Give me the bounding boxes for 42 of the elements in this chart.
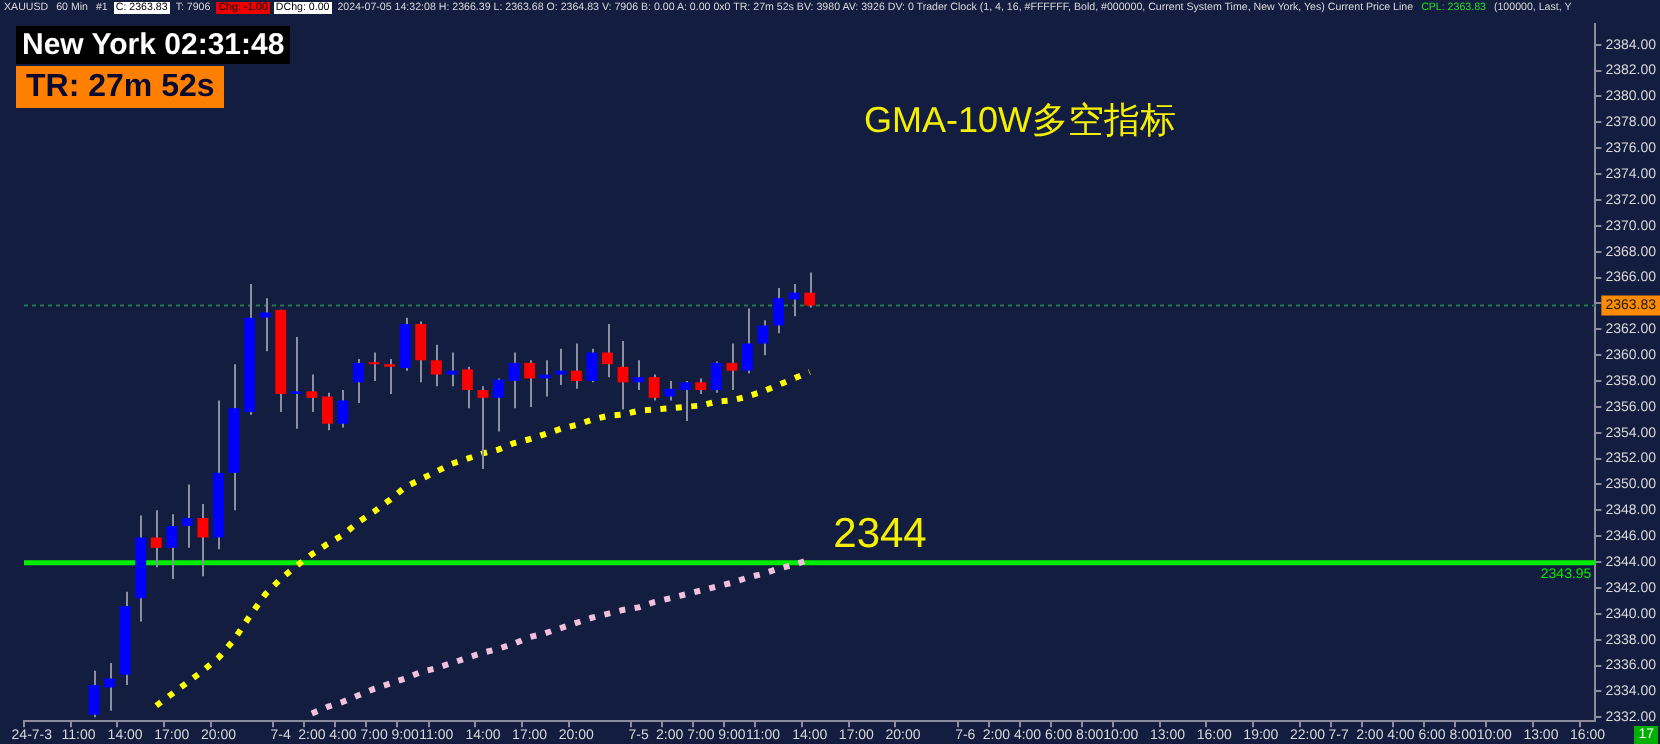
candlestick: [353, 358, 364, 404]
candlestick: [259, 297, 271, 353]
candlestick: [664, 380, 676, 402]
candlestick: [446, 351, 458, 388]
candlestick: [197, 502, 209, 578]
annotation: New York 02:31:48: [16, 26, 291, 64]
candlestick: [788, 283, 800, 318]
candlestick: [384, 358, 396, 395]
annotation: 2344: [833, 511, 928, 558]
candlestick: [399, 316, 411, 372]
candlestick: [337, 389, 349, 429]
candlestick: [586, 347, 598, 384]
candlestick: [742, 307, 753, 375]
candlestick: [804, 271, 816, 309]
candlestick: [757, 319, 769, 357]
candlestick: [104, 661, 116, 712]
candlestick: [773, 286, 785, 335]
annotation: TR: 27m 52s: [16, 66, 225, 108]
candlestick: [555, 347, 567, 386]
candlestick: [710, 360, 722, 394]
candlestick: [648, 373, 660, 402]
candlestick: [679, 380, 691, 423]
candlestick: [166, 513, 178, 580]
candlestick: [368, 351, 380, 383]
text: GMA-10W多空指标: [864, 98, 1177, 144]
candlestick: [477, 385, 489, 470]
candlestick: [461, 365, 473, 410]
candlestick: [508, 351, 520, 410]
candlestick: [430, 343, 442, 388]
candlestick: [321, 391, 333, 432]
candlestick: [150, 509, 162, 569]
candlestick: [726, 342, 738, 392]
candlestick: [181, 483, 193, 549]
candlestick: [633, 359, 644, 392]
candlestick: [290, 336, 302, 430]
candlestick: [493, 377, 504, 433]
candlestick: [570, 342, 582, 390]
candlestick: [524, 359, 536, 408]
candlestick: [601, 323, 613, 379]
candlestick: [306, 373, 318, 414]
line-series: [153, 368, 813, 709]
candlestick: [415, 320, 427, 384]
